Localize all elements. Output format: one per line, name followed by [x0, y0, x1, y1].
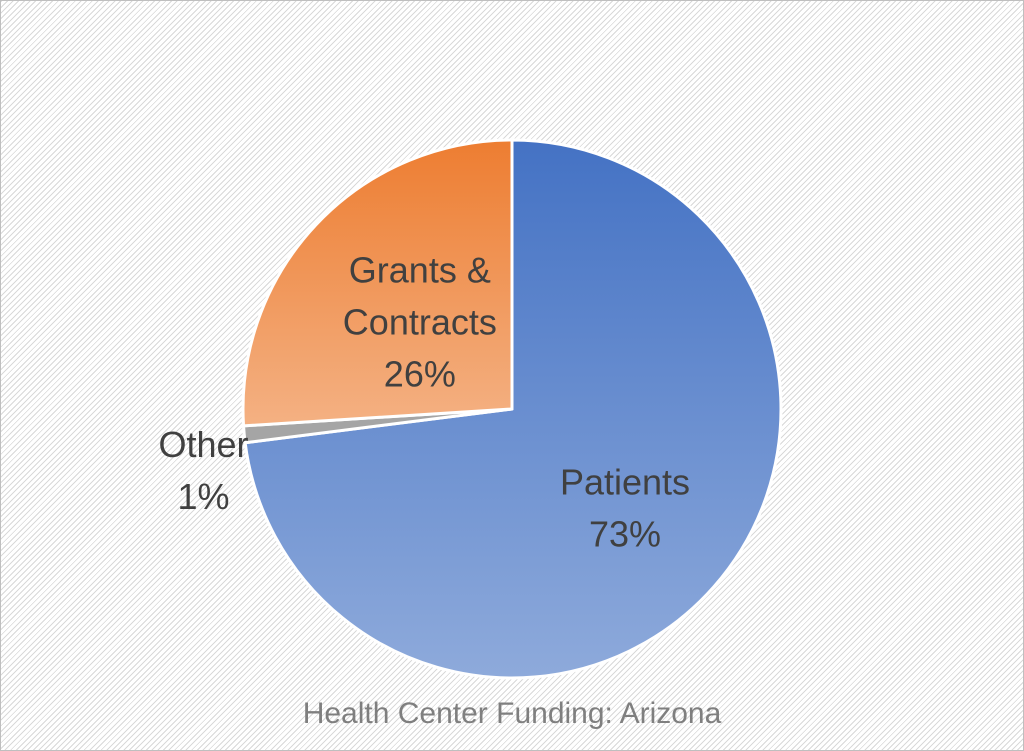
slice-label-patients: Patients 73%	[560, 462, 690, 555]
pie-slices	[241, 138, 783, 680]
pie-slice-grants-contracts	[241, 138, 514, 428]
pie-labels: Patients 73% Other 1% Grants & Contracts 26%	[158, 249, 690, 554]
slice-label-other: Other 1%	[158, 424, 248, 517]
slice-label-grants-contracts: Grants & Contracts 26%	[343, 249, 497, 394]
chart-title: Health Center Funding: Arizona	[302, 697, 722, 730]
